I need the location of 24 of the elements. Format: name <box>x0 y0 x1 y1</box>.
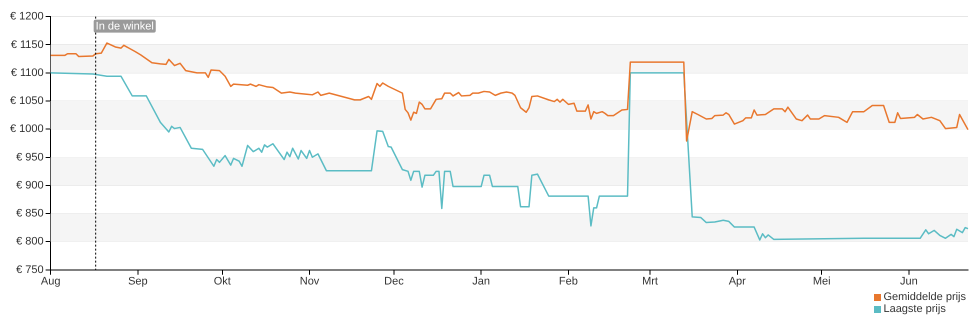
y-tick-label: € 750 <box>16 264 44 276</box>
y-tick-label: € 850 <box>16 208 44 220</box>
legend-label: Laagste prijs <box>883 303 946 315</box>
x-tick-label: Jun <box>900 275 918 288</box>
annotation: In de winkel <box>96 20 154 33</box>
y-tick-label: € 1050 <box>10 95 44 108</box>
x-tick-label: Aug <box>40 275 60 288</box>
x-tick-label: Okt <box>214 275 231 288</box>
y-tick-label: € 800 <box>16 236 44 248</box>
x-tick-label: Jan <box>472 275 490 288</box>
legend-label: Gemiddelde prijs <box>883 291 966 303</box>
x-tick-label: Sep <box>128 275 148 288</box>
x-tick-label: Feb <box>558 275 578 288</box>
x-tick-label: Apr <box>728 275 746 288</box>
x-tick-label: Dec <box>384 275 404 288</box>
y-tick-label: € 950 <box>16 151 44 164</box>
y-tick-label: € 1100 <box>10 66 44 79</box>
y-tick-label: € 1150 <box>10 38 44 51</box>
y-tick-label: € 1200 <box>10 10 44 23</box>
y-tick-label: € 900 <box>16 179 44 192</box>
x-tick-label: Mei <box>812 275 831 288</box>
x-tick-label: Mrt <box>642 275 658 288</box>
y-tick-label: € 1000 <box>10 123 44 136</box>
x-tick-label: Nov <box>300 275 320 288</box>
